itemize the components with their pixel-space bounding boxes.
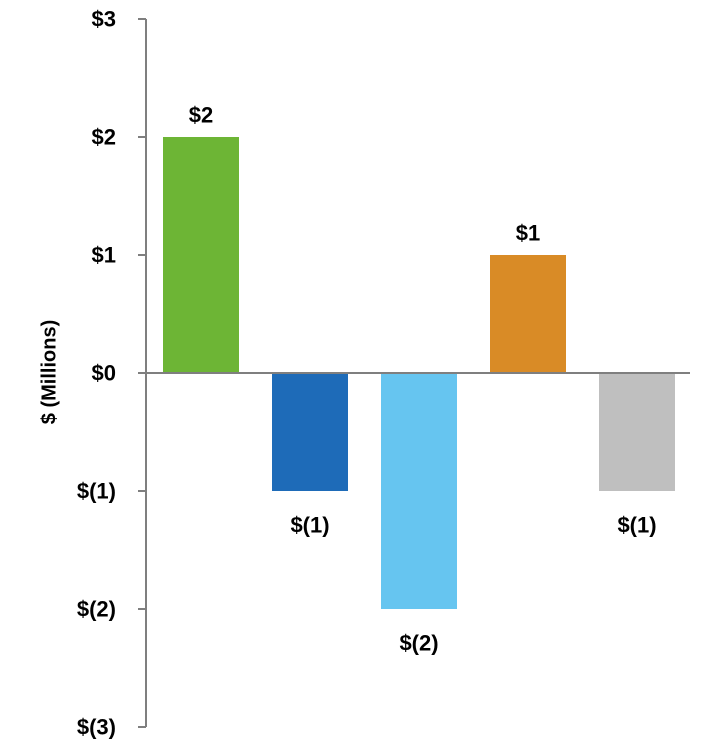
y-tick-label: $2 bbox=[92, 125, 116, 150]
y-tick-label: $3 bbox=[92, 7, 116, 32]
y-tick-label: $(1) bbox=[77, 479, 116, 504]
bar bbox=[272, 373, 348, 491]
bar-data-label: $(2) bbox=[399, 631, 438, 656]
bar bbox=[381, 373, 457, 609]
y-tick-label: $0 bbox=[92, 361, 116, 386]
y-tick-label: $(3) bbox=[77, 715, 116, 740]
bar bbox=[490, 255, 566, 373]
bar-data-label: $1 bbox=[516, 221, 540, 246]
bars bbox=[163, 137, 675, 609]
bar-data-label: $(1) bbox=[290, 513, 329, 538]
bar-data-label: $(1) bbox=[617, 513, 656, 538]
bar bbox=[599, 373, 675, 491]
bar bbox=[163, 137, 239, 373]
y-tick-label: $(2) bbox=[77, 597, 116, 622]
y-tick-label: $1 bbox=[92, 243, 116, 268]
data-labels: $2 $(1) $(2) $1 $(1) bbox=[189, 103, 657, 656]
y-axis-title: $ (Millions) bbox=[38, 320, 60, 424]
y-axis-ticks: $3 $2 $1 $0 $(1) $(2) $(3) bbox=[77, 7, 146, 740]
bar-data-label: $2 bbox=[189, 103, 213, 128]
